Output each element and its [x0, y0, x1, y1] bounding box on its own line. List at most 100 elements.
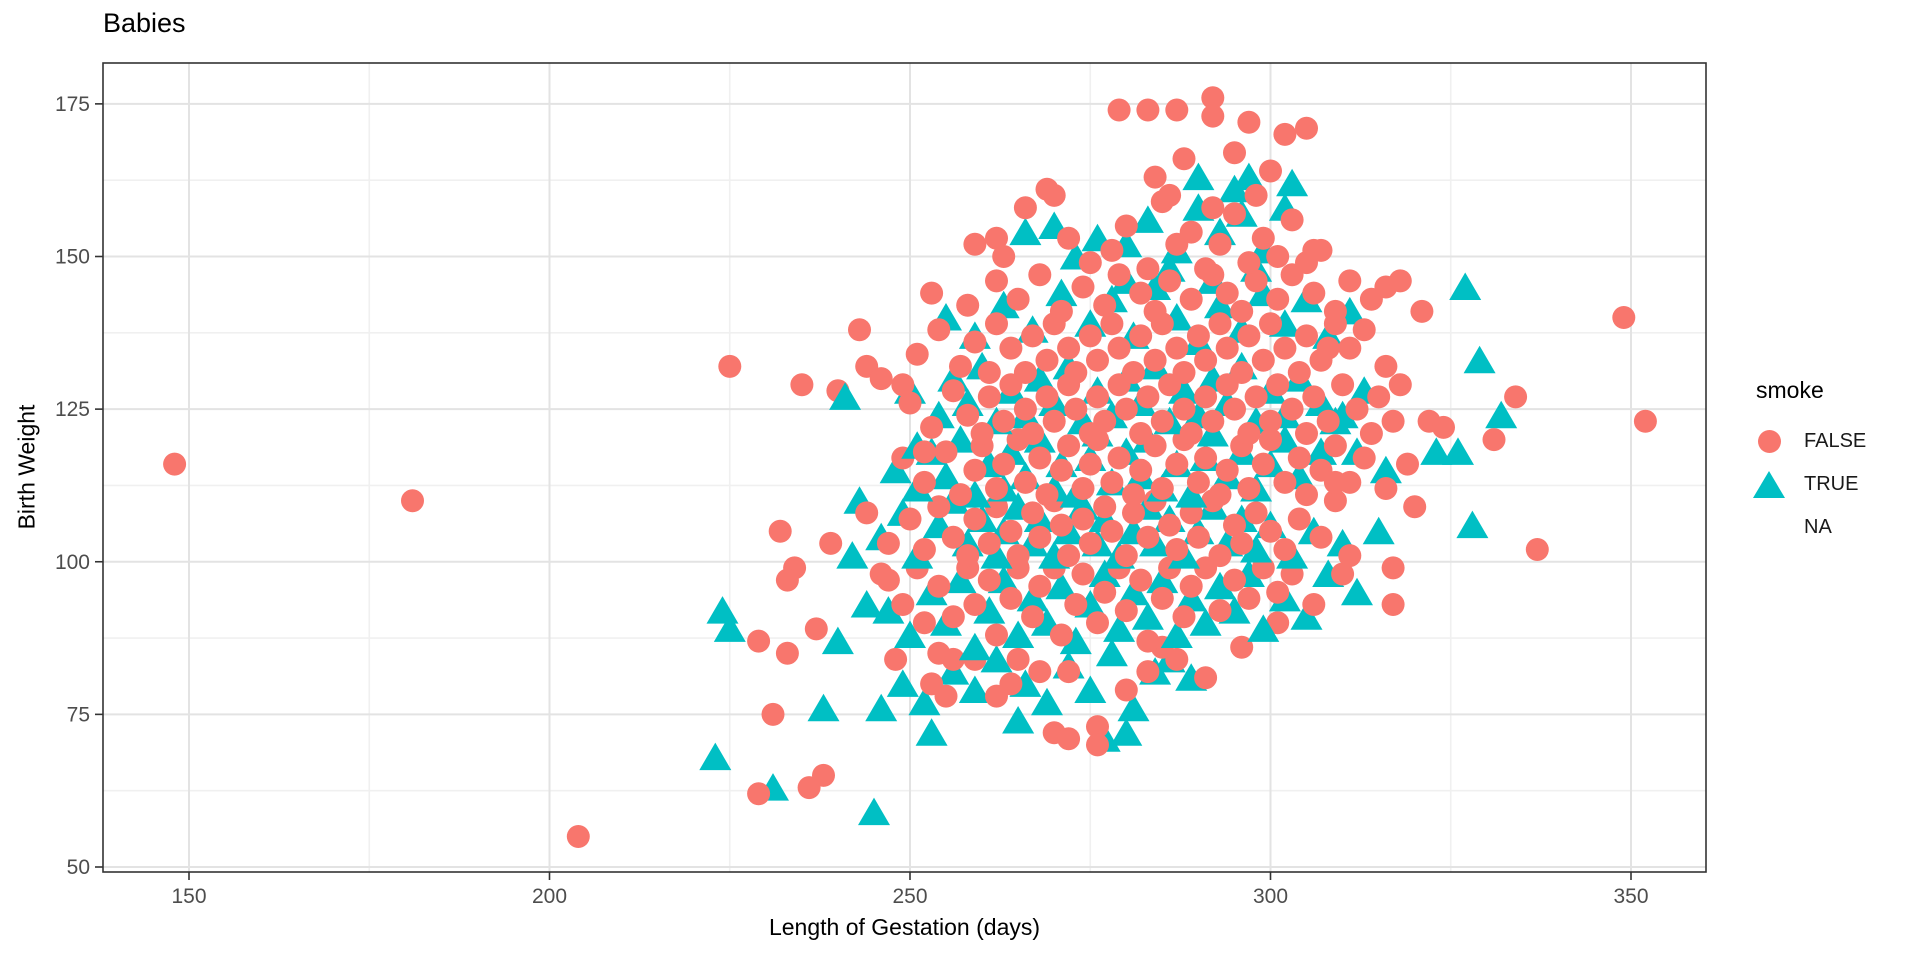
data-point-false: [1223, 568, 1246, 592]
data-point-false: [1086, 348, 1109, 372]
data-point-false: [775, 641, 799, 665]
data-point-true: [973, 596, 1006, 624]
data-point-false: [927, 318, 951, 342]
data-point-false: [985, 477, 1008, 500]
data-point-false: [1013, 470, 1037, 494]
data-point-false: [977, 385, 1001, 409]
data-point-true: [908, 687, 941, 716]
data-point-false: [1122, 483, 1145, 507]
data-point-true: [1204, 290, 1236, 319]
panel-border: [102, 62, 1707, 873]
data-point-false: [1136, 98, 1160, 122]
data-point-true: [1117, 693, 1150, 722]
data-point-false: [1129, 458, 1153, 482]
data-point-false: [1078, 324, 1102, 348]
data-point-true: [987, 290, 1020, 319]
data-point-false: [1208, 599, 1232, 623]
data-point-true: [807, 693, 840, 722]
data-point-false: [747, 629, 771, 653]
data-point-false: [1129, 568, 1153, 592]
data-point-false: [1273, 538, 1297, 561]
data-point-false: [1381, 556, 1405, 580]
data-point-false: [941, 647, 965, 671]
data-point-false: [1388, 373, 1412, 397]
data-point-true: [1045, 278, 1078, 307]
data-point-false: [1381, 409, 1405, 433]
data-point-false: [1287, 507, 1311, 531]
data-point-false: [1028, 263, 1052, 287]
x-tick-label: 250: [892, 885, 927, 908]
data-point-true: [1341, 577, 1373, 606]
data-point-false: [949, 483, 972, 507]
y-tick-label: 150: [55, 246, 90, 269]
data-point-false: [1287, 361, 1311, 384]
data-point-false: [1042, 409, 1066, 433]
data-point-false: [1107, 98, 1131, 122]
data-point-false: [912, 538, 936, 561]
data-point-false: [1504, 385, 1528, 409]
data-point-false: [1302, 238, 1326, 262]
data-point-false: [956, 403, 980, 427]
data-point-false: [1107, 336, 1131, 360]
data-point-false: [985, 684, 1008, 708]
data-point-false: [941, 525, 965, 549]
data-point-false: [761, 702, 785, 726]
data-point-false: [1237, 110, 1261, 134]
data-point-false: [1165, 336, 1189, 360]
data-point-true: [829, 382, 862, 410]
legend-label-false: FALSE: [1804, 430, 1867, 452]
data-point-false: [1215, 458, 1239, 482]
data-point-false: [1230, 635, 1254, 659]
data-point-false: [1150, 409, 1174, 433]
data-point-true: [944, 565, 977, 594]
legend-key-na: [1754, 513, 1784, 543]
data-point-false: [956, 293, 980, 317]
data-point-true: [858, 797, 890, 826]
data-point-true: [1117, 577, 1150, 606]
data-point-false: [1028, 446, 1052, 470]
data-point-false: [1266, 287, 1290, 311]
data-point-false: [1367, 385, 1391, 409]
data-point-false: [1136, 629, 1160, 653]
data-point-false: [927, 495, 951, 519]
data-point-false: [1410, 299, 1434, 323]
data-point-false: [1006, 287, 1030, 311]
data-point-false: [1295, 422, 1318, 445]
data-point-true: [1420, 437, 1453, 465]
data-point-false: [1251, 348, 1275, 372]
x-tick-label: 200: [532, 885, 567, 908]
data-point-false: [1223, 202, 1246, 226]
data-point-false: [1194, 348, 1218, 372]
data-point-false: [1028, 660, 1052, 684]
plot-title: Babies: [103, 8, 186, 38]
data-point-true: [1131, 602, 1164, 630]
data-point-false: [1172, 397, 1196, 421]
data-point-false: [1013, 397, 1037, 421]
data-point-false: [1244, 501, 1268, 525]
data-point-false: [1049, 458, 1073, 482]
data-point-true: [1002, 706, 1035, 734]
data-point-false: [963, 458, 987, 482]
data-point-false: [999, 336, 1023, 360]
data-point-true: [1189, 608, 1222, 636]
data-point-false: [1194, 446, 1218, 470]
data-point-false: [1158, 513, 1182, 537]
data-point-false: [956, 544, 980, 568]
data-point-false: [747, 782, 771, 806]
data-point-false: [985, 269, 1008, 293]
data-point-true: [1175, 480, 1208, 508]
data-point-false: [1331, 562, 1355, 586]
data-point-false: [1086, 733, 1109, 757]
data-point-false: [1244, 269, 1268, 293]
data-point-false: [912, 611, 936, 635]
data-point-false: [1013, 196, 1037, 220]
data-point-true: [850, 590, 883, 618]
data-point-false: [977, 568, 1001, 592]
data-point-false: [905, 342, 929, 366]
data-point-false: [1078, 452, 1102, 476]
data-point-false: [1295, 116, 1318, 140]
data-point-true: [713, 614, 746, 642]
data-point-false: [1129, 324, 1153, 348]
data-point-false: [1186, 470, 1210, 494]
